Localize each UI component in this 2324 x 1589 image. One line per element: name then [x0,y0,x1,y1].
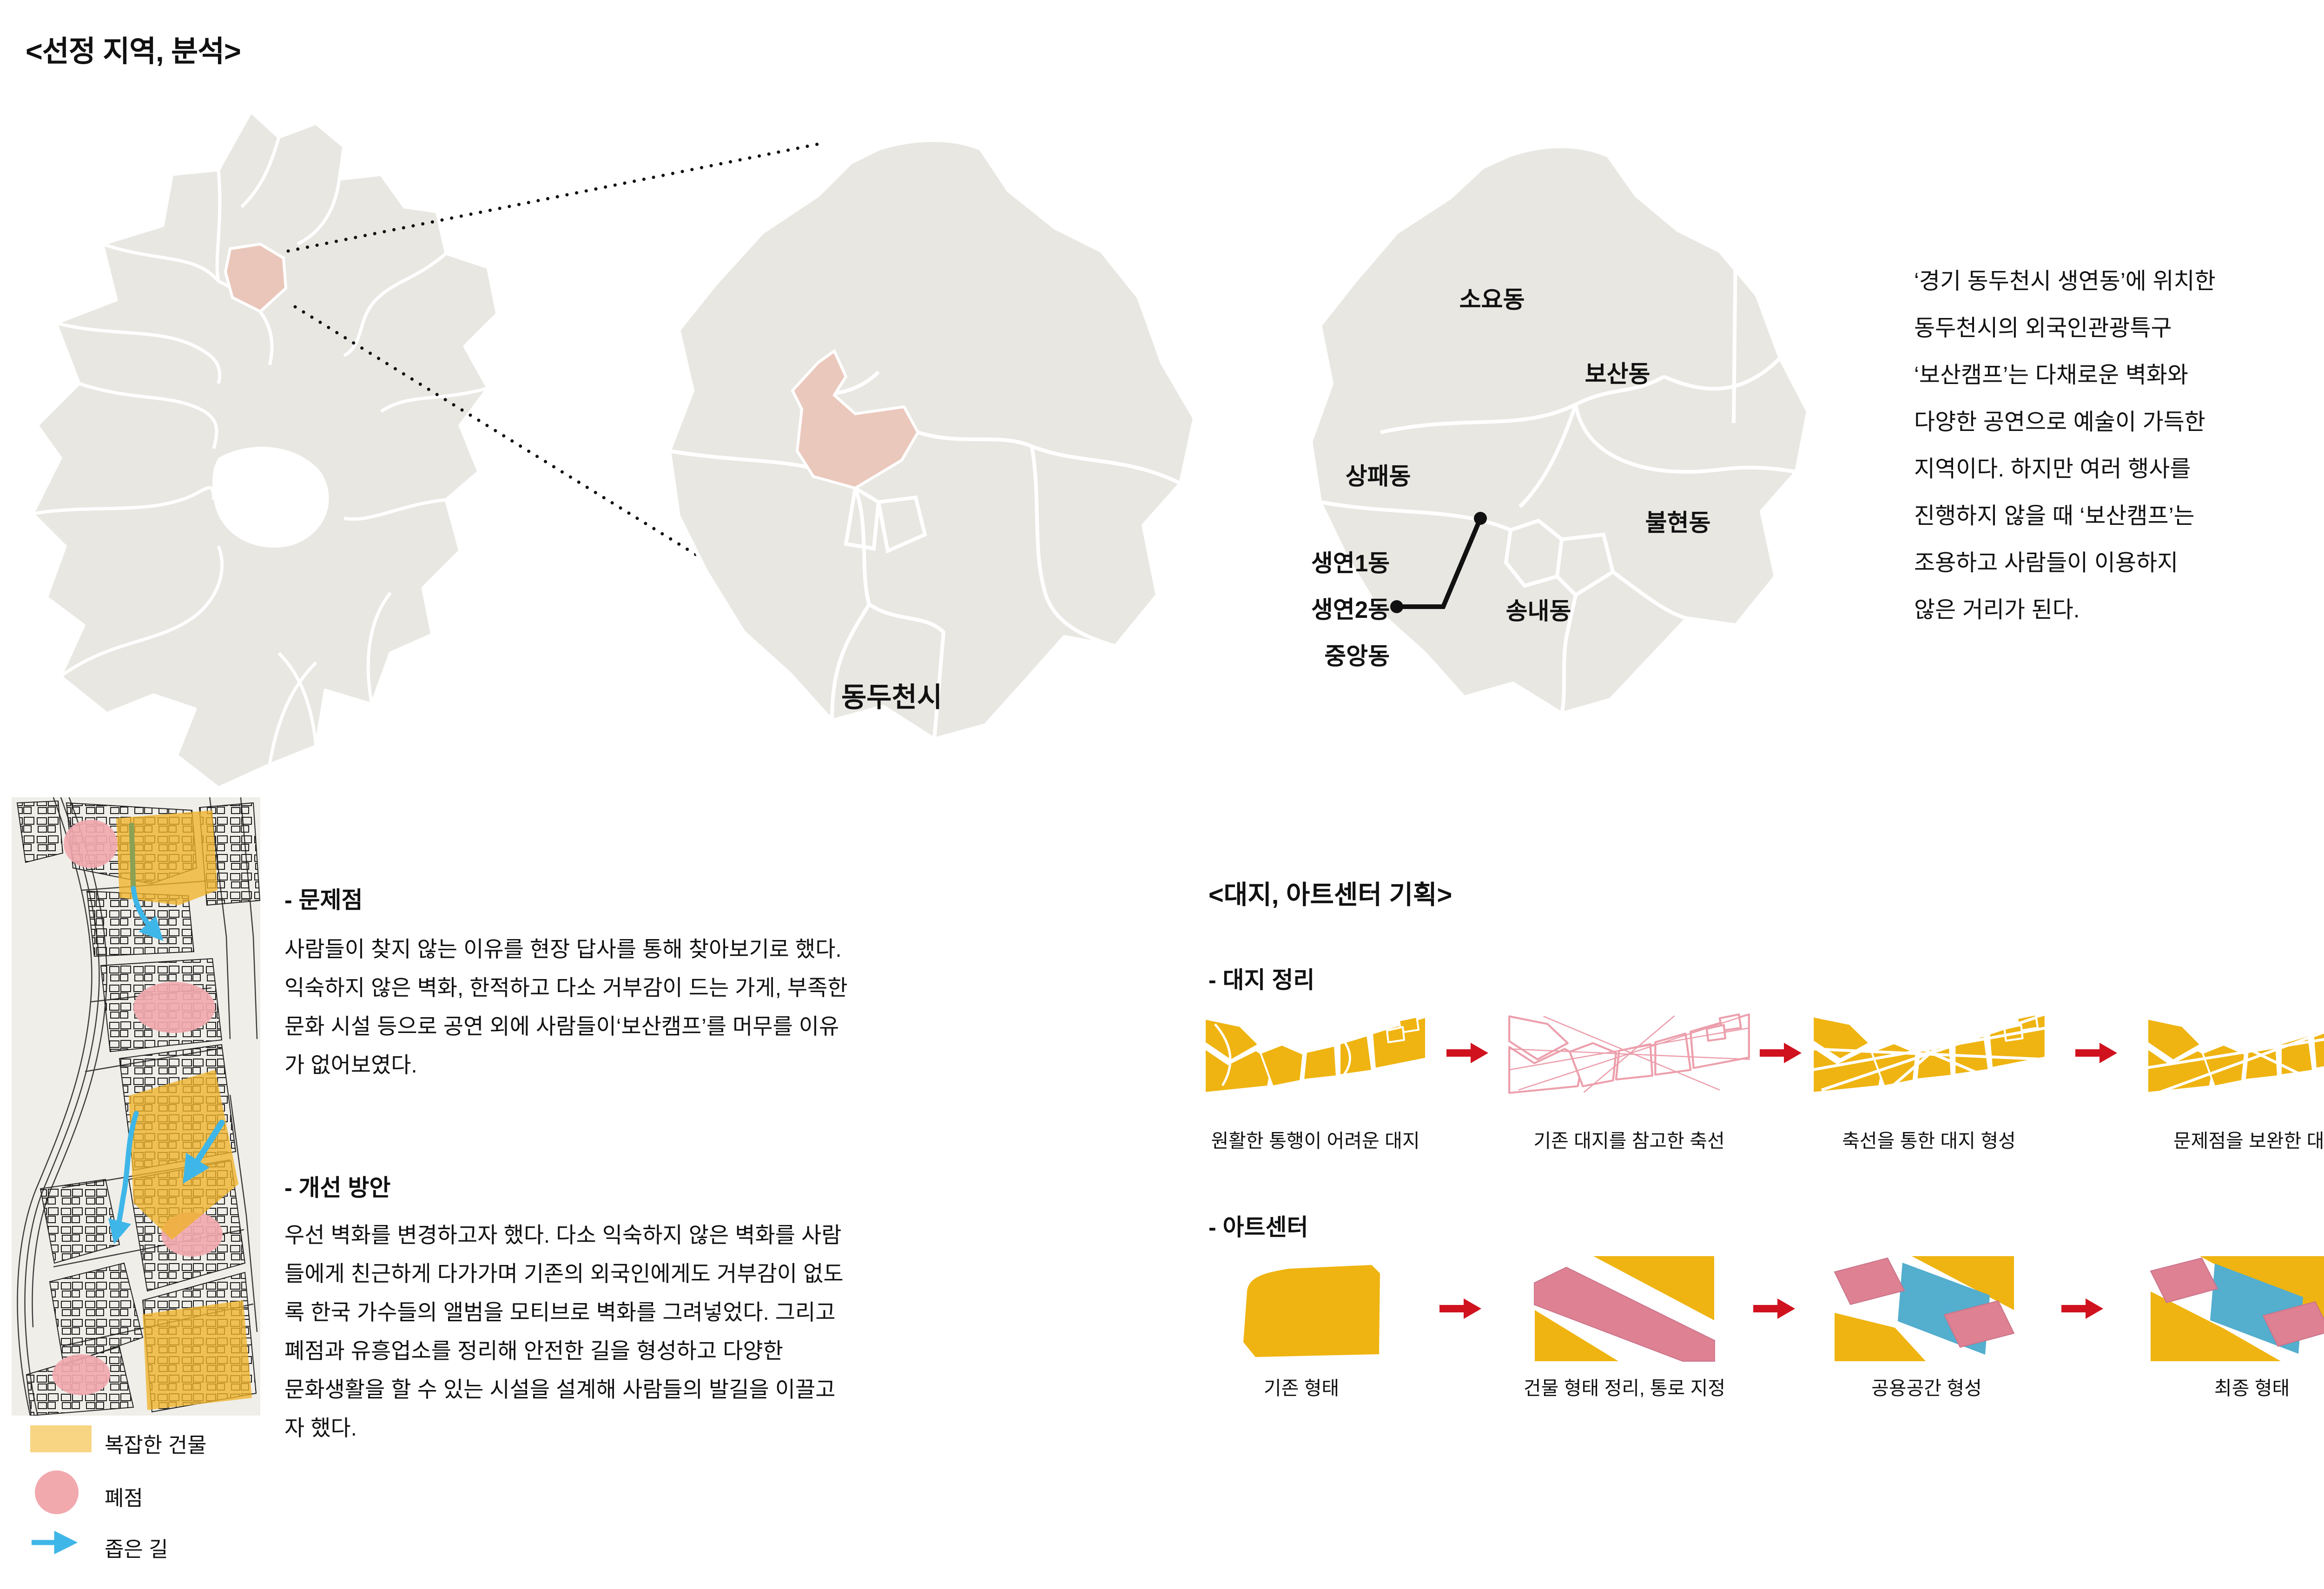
problem-line: 가 없어보였다. [284,1053,417,1077]
improvement-paragraph: 우선 벽화를 변경하고자 했다. 다소 익숙하지 않은 벽화를 사람 들에게 친… [284,1216,844,1447]
legend-label-narrow-road: 좁은 길 [105,1537,168,1561]
red-arrow-icon [2061,1298,2103,1319]
red-arrow-icon [1439,1298,1481,1319]
center-step4-diagram [2150,1256,2324,1361]
improvement-line: 자 했다. [284,1416,357,1440]
district-label-soyo: 소요동 [1459,286,1525,313]
improvement-line: 폐점과 유흥업소를 정리해 안전한 길을 형성하고 다양한 [284,1338,783,1363]
problem-heading: - 문제점 [284,887,363,913]
art-center-heading: - 아트센터 [1208,1214,1308,1240]
intro-line: 조용하고 사람들이 이용하지 [1914,550,2179,576]
district-label-songnae: 송내동 [1505,598,1571,624]
highlighted-dongducheon-region [224,242,288,313]
center-step1-diagram [1243,1265,1380,1357]
problem-paragraph: 사람들이 찾지 않는 이유를 현장 답사를 통해 찾아보기로 했다. 익숙하지 … [284,930,848,1084]
callout-dot-label [1390,600,1403,613]
intro-line: 동두천시의 외국인관광특구 [1914,316,2172,341]
center-step4-caption: 최종 형태 [2214,1377,2290,1399]
red-arrow-icon [1753,1298,1795,1319]
improvement-line: 우선 벽화를 변경하고자 했다. 다소 익숙하지 않은 벽화를 사람 [284,1223,842,1247]
improvement-line: 들에게 친근하게 다가가며 기존의 외국인에게도 거부감이 없도 [284,1261,844,1286]
intro-line: 진행하지 않을 때 ‘보산캠프’는 [1914,503,2195,529]
improvement-line: 문화생활을 할 수 있는 시설을 설계해 사람들의 발길을 이끌고 [284,1377,836,1402]
district-map [1309,144,1810,715]
legend-label-complex-buildings: 복잡한 건물 [105,1433,207,1457]
callout-label-saengyeon2: 생연2동 [1311,596,1390,623]
legend-yellow-swatch [30,1425,92,1452]
improvement-heading: - 개선 방안 [284,1175,391,1201]
improvement-line: 록 한국 가수들의 앨범을 모티브로 벽화를 그려넣었다. 그리고 [284,1300,836,1324]
center-step3-caption: 공용공간 형성 [1871,1377,1982,1399]
intro-line: ‘보산캠프’는 다채로운 벽화와 [1914,363,2188,388]
problem-line: 사람들이 찾지 않는 이유를 현장 답사를 통해 찾아보기로 했다. [284,937,842,961]
problem-line: 익숙하지 않은 벽화, 한적하고 다소 거부감이 드는 가게, 부족한 [284,975,848,1000]
legend-pink-circle [35,1470,79,1514]
site-step2-caption: 기존 대지를 참고한 축선 [1533,1130,1725,1152]
district-label-bulhyeon: 불현동 [1645,510,1711,536]
callout-district-labels: 생연1동 생연2동 중앙동 [1208,540,1390,680]
problem-line: 문화 시설 등으로 공연 외에 사람들이‘보산캠프’를 머무를 이유 [284,1014,839,1039]
center-step1-caption: 기존 형태 [1263,1377,1340,1399]
intro-paragraph: ‘경기 동두천시 생연동’에 위치한 동두천시의 외국인관광특구 ‘보산캠프’는… [1914,258,2216,634]
site-step4-caption: 문제점을 보완한 대지 [2173,1130,2324,1152]
legend-blue-arrow-icon [32,1530,78,1555]
gyeonggi-province-map [31,110,499,790]
city-map-label: 동두천시 [841,682,943,713]
narrow-road-over-yellow [129,822,136,891]
center-step2-caption: 건물 형태 정리, 통로 지정 [1523,1377,1726,1399]
center-step2-diagram [1534,1256,1715,1362]
site-step1-diagram [1205,1017,1426,1093]
district-label-bosan: 보산동 [1585,361,1651,387]
legend-label-closed-stores: 폐점 [105,1486,143,1510]
intro-line: 다양한 공연으로 예술이 가득한 [1914,410,2205,435]
page-title: <선정 지역, 분석> [26,35,241,68]
site-prep-heading: - 대지 정리 [1208,967,1315,993]
dongducheon-city-map [667,138,1196,741]
intro-line: 지역이다. 하지만 여러 행사를 [1914,457,2191,482]
highlighted-saengyeon-district [791,349,920,490]
narrow-road-arrows [108,886,225,1244]
site-step3-diagram [1812,1014,2047,1093]
red-arrow-icon [1760,1043,1802,1063]
site-step2-diagram [1508,1014,1750,1093]
site-survey-map [12,797,260,1416]
site-step4-diagram [2146,1017,2324,1093]
red-arrow-icon [2075,1043,2117,1063]
callout-leader [1390,512,1487,613]
intro-line: 않은 거리가 된다. [1914,597,2080,622]
planning-heading: <대지, 아트센터 기획> [1208,880,1452,909]
site-step3-caption: 축선을 통한 대지 형성 [1842,1130,2016,1152]
intro-line: ‘경기 동두천시 생연동’에 위치한 [1914,269,2216,294]
callout-label-jungang: 중앙동 [1324,643,1390,669]
center-step3-diagram [1834,1256,2015,1361]
callout-dot-map [1474,512,1487,525]
red-arrow-icon [1446,1043,1488,1063]
district-label-sangpae: 상패동 [1345,463,1411,490]
site-step1-caption: 원활한 통행이 어려운 대지 [1211,1130,1420,1152]
callout-label-saengyeon1: 생연1동 [1311,550,1390,576]
